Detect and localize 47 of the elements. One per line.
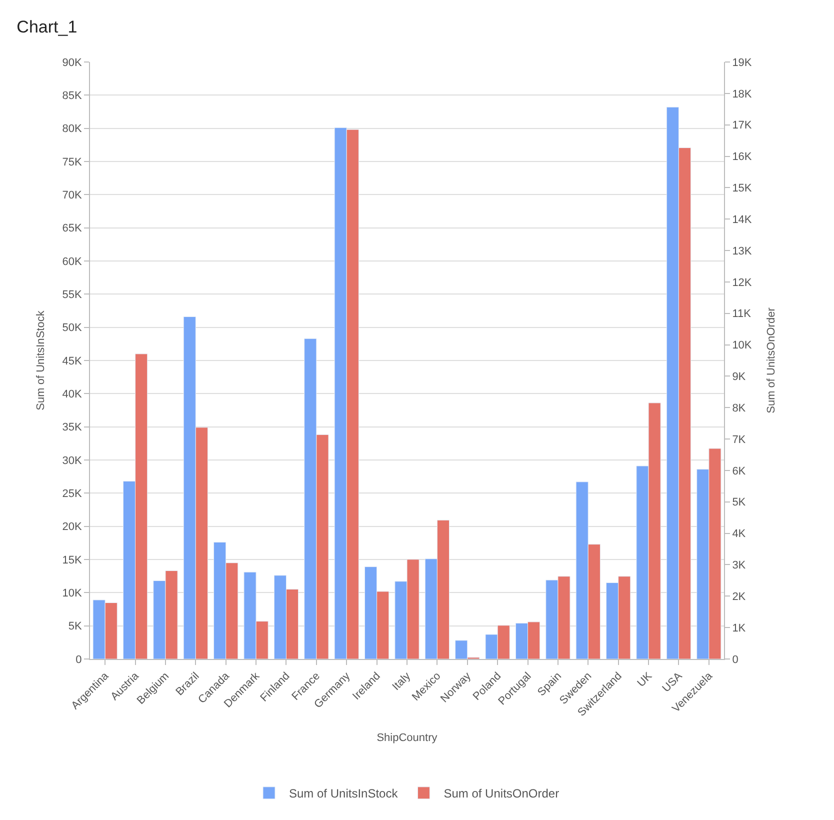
legend-label: Sum of UnitsOnOrder (444, 786, 560, 801)
chart-title: Chart_1 (16, 17, 78, 36)
y2-tick-label: 3K (732, 560, 746, 572)
y2-tick-label: 16K (732, 151, 752, 164)
y-tick-label: 5K (68, 620, 82, 633)
y-tick-label: 90K (62, 56, 82, 69)
y-tick-label: 10K (62, 588, 82, 600)
y2-tick-label: 19K (732, 56, 752, 69)
y-tick-label: 70K (62, 190, 82, 202)
y-tick-label: 60K (62, 256, 82, 268)
y2-axis-title: Sum of UnitsOnOrder (766, 307, 778, 414)
y-tick-label: 65K (62, 222, 82, 235)
y-tick-label: 25K (62, 488, 82, 500)
y2-tick-label: 4K (732, 528, 746, 540)
y2-tick-label: 10K (732, 340, 752, 352)
y-tick-label: 40K (62, 388, 82, 401)
y2-tick-label: 11K (732, 308, 752, 320)
x-tick-label: UK (635, 670, 655, 690)
y2-tick-label: 17K (732, 120, 752, 132)
y2-tick-label: 6K (732, 465, 746, 478)
y-tick-label: 50K (62, 322, 82, 334)
y-tick-label: 55K (62, 289, 82, 302)
y-tick-label: 15K (62, 554, 82, 566)
y-axis-title: Sum of UnitsInStock (34, 310, 47, 410)
x-tick-label: Italy (390, 670, 414, 693)
y-tick-label: 85K (62, 90, 82, 102)
y2-tick-label: 14K (732, 214, 752, 226)
y2-tick-label: 5K (732, 496, 746, 509)
y-tick-label: 20K (62, 521, 82, 534)
y2-tick-label: 8K (732, 402, 746, 414)
legend-label: Sum of UnitsInStock (289, 786, 399, 801)
y-tick-label: 75K (62, 156, 82, 168)
y-tick-label: 35K (62, 422, 82, 434)
y-tick-label: 80K (62, 123, 82, 136)
y2-tick-label: 1K (732, 622, 746, 634)
y2-tick-label: 13K (732, 245, 752, 258)
y2-tick-label: 15K (732, 182, 752, 195)
y2-tick-label: 18K (732, 88, 752, 100)
y-tick-label: 30K (62, 454, 82, 467)
y2-tick-label: 12K (732, 276, 752, 289)
y-tick-label: 0 (76, 654, 82, 666)
y-tick-label: 45K (62, 355, 82, 368)
x-axis-title: ShipCountry (376, 732, 438, 744)
y2-tick-label: 0 (732, 654, 738, 666)
y2-tick-label: 7K (732, 434, 746, 446)
y2-tick-label: 9K (732, 371, 746, 384)
y2-tick-label: 2K (732, 591, 746, 604)
